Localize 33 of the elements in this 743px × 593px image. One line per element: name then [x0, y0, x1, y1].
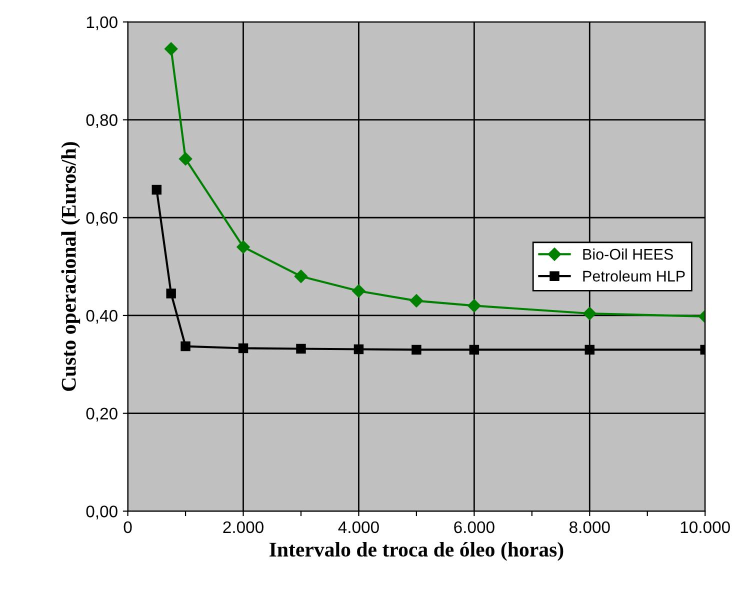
y-axis-title: Custo operacional (Euros/h) [61, 142, 80, 391]
y-tick-label: 0,60 [86, 212, 118, 226]
point [180, 341, 190, 352]
point [166, 288, 176, 298]
x-axis-title: Intervalo de troca de óleo (horas) [270, 542, 564, 561]
point [412, 344, 422, 355]
y-tick-label: 0,40 [86, 310, 118, 324]
x-tick-label: 4.000 [338, 521, 379, 534]
point [294, 270, 308, 283]
x-tick-label: 0 [124, 521, 132, 534]
point [164, 42, 178, 56]
y-tick-label: 0,00 [86, 506, 118, 520]
point [178, 152, 192, 166]
x-tick-label: 8.000 [570, 521, 610, 534]
point [352, 284, 366, 298]
y-tick-label: 0,80 [86, 114, 118, 128]
point [152, 184, 162, 195]
x-tick-label: 6.000 [454, 521, 494, 534]
y-tick-label: 0,20 [86, 408, 118, 422]
point [236, 240, 250, 254]
y-tick-label: 1,00 [86, 16, 118, 30]
point [238, 343, 248, 354]
point [583, 306, 596, 320]
point [296, 344, 306, 354]
legend-label: Petroleum HLP [583, 270, 685, 282]
point [584, 344, 595, 355]
point [410, 294, 424, 308]
x-tick-label: 10.000 [680, 521, 730, 534]
point [354, 344, 364, 354]
legend-label: Bio-Oil HEES [583, 248, 673, 260]
x-tick-label: 2.000 [223, 521, 264, 534]
point [469, 344, 480, 355]
point [468, 299, 481, 312]
